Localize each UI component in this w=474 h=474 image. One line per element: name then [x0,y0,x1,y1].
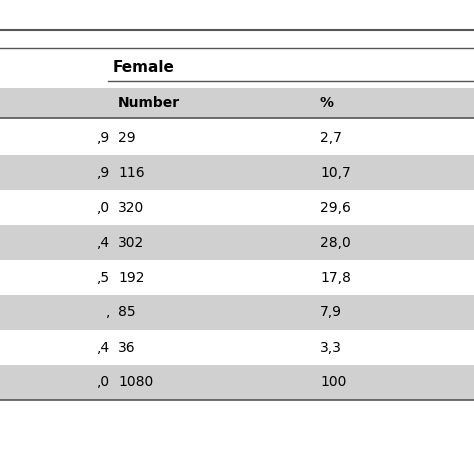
Text: 17,8: 17,8 [320,271,351,284]
Bar [0,190,474,225]
Bar [0,260,474,295]
Text: 100: 100 [320,375,346,390]
Text: Female: Female [113,60,175,74]
Text: ,4: ,4 [97,340,110,355]
Text: 116: 116 [118,165,145,180]
Bar [0,365,474,400]
Bar [0,88,474,118]
Bar [0,120,474,155]
Text: 29,6: 29,6 [320,201,351,215]
Text: Number: Number [118,96,180,110]
Text: ,0: ,0 [97,375,110,390]
Text: 7,9: 7,9 [320,306,342,319]
Bar [0,295,474,330]
Text: 36: 36 [118,340,136,355]
Text: ,5: ,5 [97,271,110,284]
Text: ,9: ,9 [97,130,110,145]
Text: 320: 320 [118,201,144,215]
Bar [0,330,474,365]
Text: ,0: ,0 [97,201,110,215]
Text: 192: 192 [118,271,145,284]
Text: 302: 302 [118,236,144,249]
Bar [0,155,474,190]
Text: ,9: ,9 [97,165,110,180]
Text: 85: 85 [118,306,136,319]
Text: ,: , [106,306,110,319]
Text: 3,3: 3,3 [320,340,342,355]
Text: ,4: ,4 [97,236,110,249]
Text: 28,0: 28,0 [320,236,351,249]
Text: 10,7: 10,7 [320,165,351,180]
Text: 2,7: 2,7 [320,130,342,145]
Text: 1080: 1080 [118,375,153,390]
Text: %: % [320,96,334,110]
Bar [0,225,474,260]
Text: 29: 29 [118,130,136,145]
